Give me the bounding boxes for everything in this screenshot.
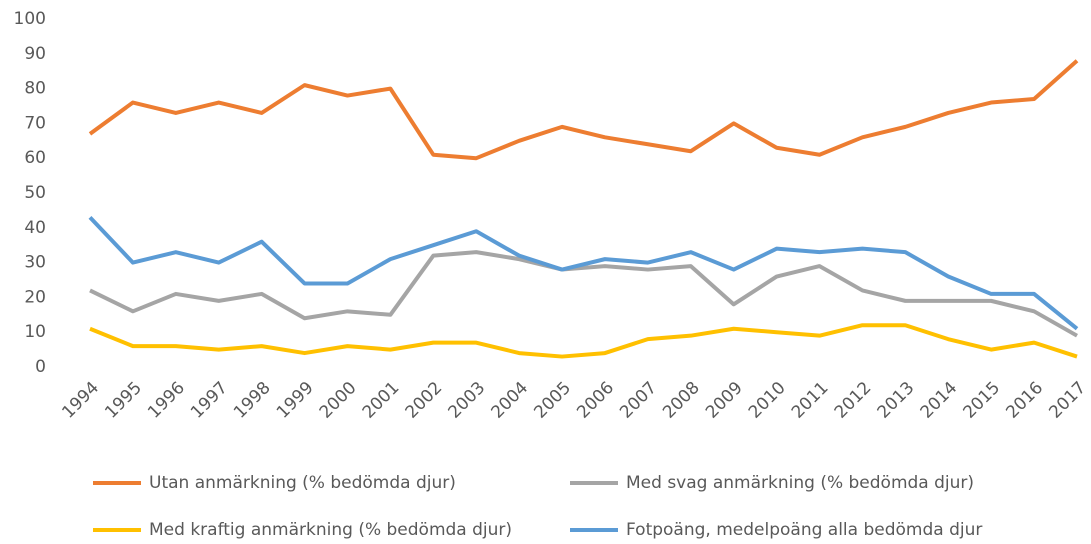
x-tick-label: 1999 bbox=[273, 378, 318, 423]
x-tick-label: 1998 bbox=[230, 378, 275, 423]
x-tick-label: 2006 bbox=[573, 378, 618, 423]
x-tick-label: 2014 bbox=[917, 378, 962, 423]
legend-label: Utan anmärkning (% bedömda djur) bbox=[149, 473, 456, 493]
x-tick-label: 2009 bbox=[702, 378, 747, 423]
y-tick-label: 100 bbox=[14, 9, 46, 29]
x-tick-label: 1996 bbox=[144, 378, 189, 423]
x-tick-label: 2000 bbox=[316, 378, 361, 423]
x-tick-label: 1997 bbox=[187, 378, 232, 423]
series-line bbox=[88, 215, 1079, 331]
series-line bbox=[88, 59, 1079, 161]
legend-label: Med svag anmärkning (% bedömda djur) bbox=[626, 473, 974, 493]
x-tick-label: 2007 bbox=[616, 378, 661, 423]
x-tick-label: 2001 bbox=[359, 378, 404, 423]
y-tick-label: 0 bbox=[35, 357, 46, 377]
y-tick-label: 70 bbox=[24, 113, 46, 133]
x-tick-label: 2013 bbox=[874, 378, 919, 423]
x-tick-label: 1995 bbox=[101, 378, 146, 423]
y-tick-label: 20 bbox=[24, 287, 46, 307]
y-tick-label: 40 bbox=[24, 218, 46, 238]
series-line bbox=[89, 250, 1078, 338]
y-tick-label: 30 bbox=[24, 253, 46, 273]
x-tick-label: 1994 bbox=[58, 378, 103, 423]
x-tick-label: 2005 bbox=[530, 378, 575, 423]
y-tick-label: 80 bbox=[24, 79, 46, 99]
x-tick-label: 2010 bbox=[745, 378, 790, 423]
x-tick-label: 2008 bbox=[659, 378, 704, 423]
x-tick-label: 2002 bbox=[402, 378, 447, 423]
x-tick-label: 2011 bbox=[788, 378, 833, 423]
legend-label: Med kraftig anmärkning (% bedömda djur) bbox=[149, 520, 512, 540]
x-tick-label: 2016 bbox=[1002, 378, 1047, 423]
series-line bbox=[89, 323, 1078, 359]
x-tick-label: 2012 bbox=[831, 378, 876, 423]
x-tick-label: 2004 bbox=[487, 378, 532, 423]
x-tick-label: 2015 bbox=[960, 378, 1005, 423]
y-tick-label: 10 bbox=[24, 322, 46, 342]
legend-label: Fotpoäng, medelpoäng alla bedömda djur bbox=[626, 520, 982, 540]
x-tick-label: 2017 bbox=[1045, 378, 1090, 423]
x-tick-label: 2003 bbox=[445, 378, 490, 423]
y-tick-label: 60 bbox=[24, 148, 46, 168]
y-tick-label: 50 bbox=[24, 183, 46, 203]
y-tick-label: 90 bbox=[24, 44, 46, 64]
